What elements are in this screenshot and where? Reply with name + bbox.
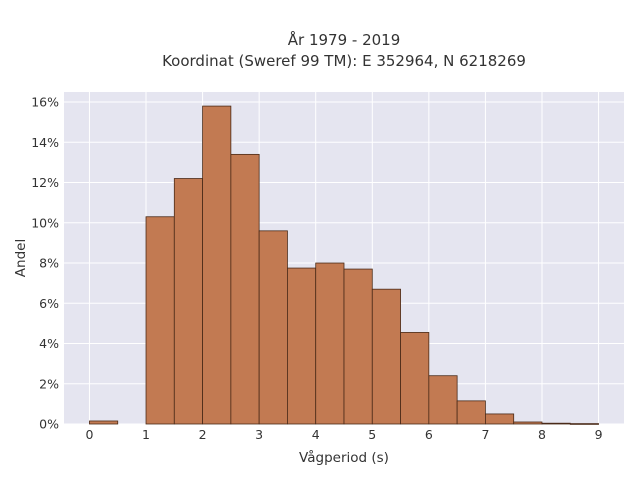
histogram-bar xyxy=(230,153,260,425)
x-tick-label: 4 xyxy=(312,427,320,442)
histogram-bar xyxy=(456,400,486,425)
bar-layer xyxy=(89,105,599,425)
x-axis-label: Vågperiod (s) xyxy=(299,449,389,466)
x-tick-label: 6 xyxy=(425,427,433,442)
histogram-bar xyxy=(258,230,288,425)
x-tick-label: 2 xyxy=(199,427,207,442)
x-tick-label: 8 xyxy=(538,427,546,442)
histogram-bar xyxy=(541,422,571,425)
chart-subtitle: Koordinat (Sweref 99 TM): E 352964, N 62… xyxy=(162,52,526,70)
y-tick-label: 10% xyxy=(31,215,59,230)
histogram-bar xyxy=(428,375,458,425)
y-tick-label: 2% xyxy=(39,376,59,391)
y-tick-label: 6% xyxy=(39,296,59,311)
chart-title: År 1979 - 2019 xyxy=(288,30,401,49)
x-tick-label: 0 xyxy=(85,427,93,442)
histogram-bar xyxy=(343,268,373,425)
histogram-bar xyxy=(371,288,401,425)
histogram-bar xyxy=(485,413,515,425)
histogram-bar xyxy=(173,178,203,425)
histogram-bar xyxy=(400,332,430,425)
histogram-bar xyxy=(202,105,232,425)
x-tick-label: 1 xyxy=(142,427,150,442)
y-tick-label: 0% xyxy=(39,417,59,432)
y-tick-label: 12% xyxy=(31,175,59,190)
histogram-bar xyxy=(315,262,345,425)
x-tick-label: 9 xyxy=(595,427,603,442)
y-tick-label: 8% xyxy=(39,256,59,271)
x-tick-label: 7 xyxy=(481,427,489,442)
histogram-bar xyxy=(287,267,317,425)
tick-layer: 0 1 2 3 4 5 6 7 8 9 0% 2% 4% 6% 8% 10% 12% 14% 16% xyxy=(31,95,602,442)
histogram-bar xyxy=(89,420,119,425)
x-tick-label: 3 xyxy=(255,427,263,442)
y-tick-label: 4% xyxy=(39,336,59,351)
x-tick-label: 5 xyxy=(368,427,376,442)
histogram-bar xyxy=(145,216,175,425)
histogram-bar xyxy=(569,423,599,425)
y-tick-label: 14% xyxy=(31,135,59,150)
y-tick-label: 16% xyxy=(31,95,59,110)
y-axis-label: Andel xyxy=(13,239,29,277)
histogram-bar xyxy=(513,421,543,425)
